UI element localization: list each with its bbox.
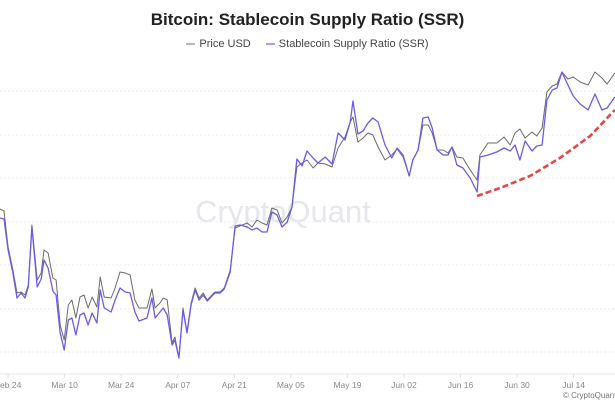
watermark: CryptoQuant	[195, 194, 371, 229]
x-tick-label: Feb 24	[0, 380, 22, 390]
chart-title: Bitcoin: Stablecoin Supply Ratio (SSR)	[150, 10, 465, 29]
price-line	[0, 71, 615, 359]
legend-item-ssr[interactable]: Stablecoin Supply Ratio (SSR)	[265, 38, 429, 50]
legend-label: Price USD	[199, 38, 251, 50]
ssr-line	[0, 71, 615, 359]
trendline-annotation	[476, 109, 615, 198]
legend-swatch	[265, 43, 275, 45]
legend-label: Stablecoin Supply Ratio (SSR)	[278, 38, 429, 50]
copyright: © CryptoQuant. All	[563, 391, 615, 400]
x-tick-label: May 19	[333, 380, 361, 390]
legend: Price USD Stablecoin Supply Ratio (SSR)	[0, 36, 615, 50]
x-tick-label: Jun 16	[448, 380, 474, 390]
x-tick-label: Apr 21	[222, 380, 247, 390]
legend-item-price[interactable]: Price USD	[186, 38, 251, 50]
x-tick-label: Jun 30	[504, 380, 530, 390]
x-tick-label: May 05	[277, 380, 305, 390]
x-tick-label: Jun 02	[391, 380, 417, 390]
x-tick-label: Apr 07	[165, 380, 190, 390]
x-tick-label: Mar 10	[51, 380, 78, 390]
x-tick-label: Jul 14	[562, 380, 585, 390]
legend-swatch	[186, 43, 196, 45]
x-tick-label: Mar 24	[108, 380, 135, 390]
